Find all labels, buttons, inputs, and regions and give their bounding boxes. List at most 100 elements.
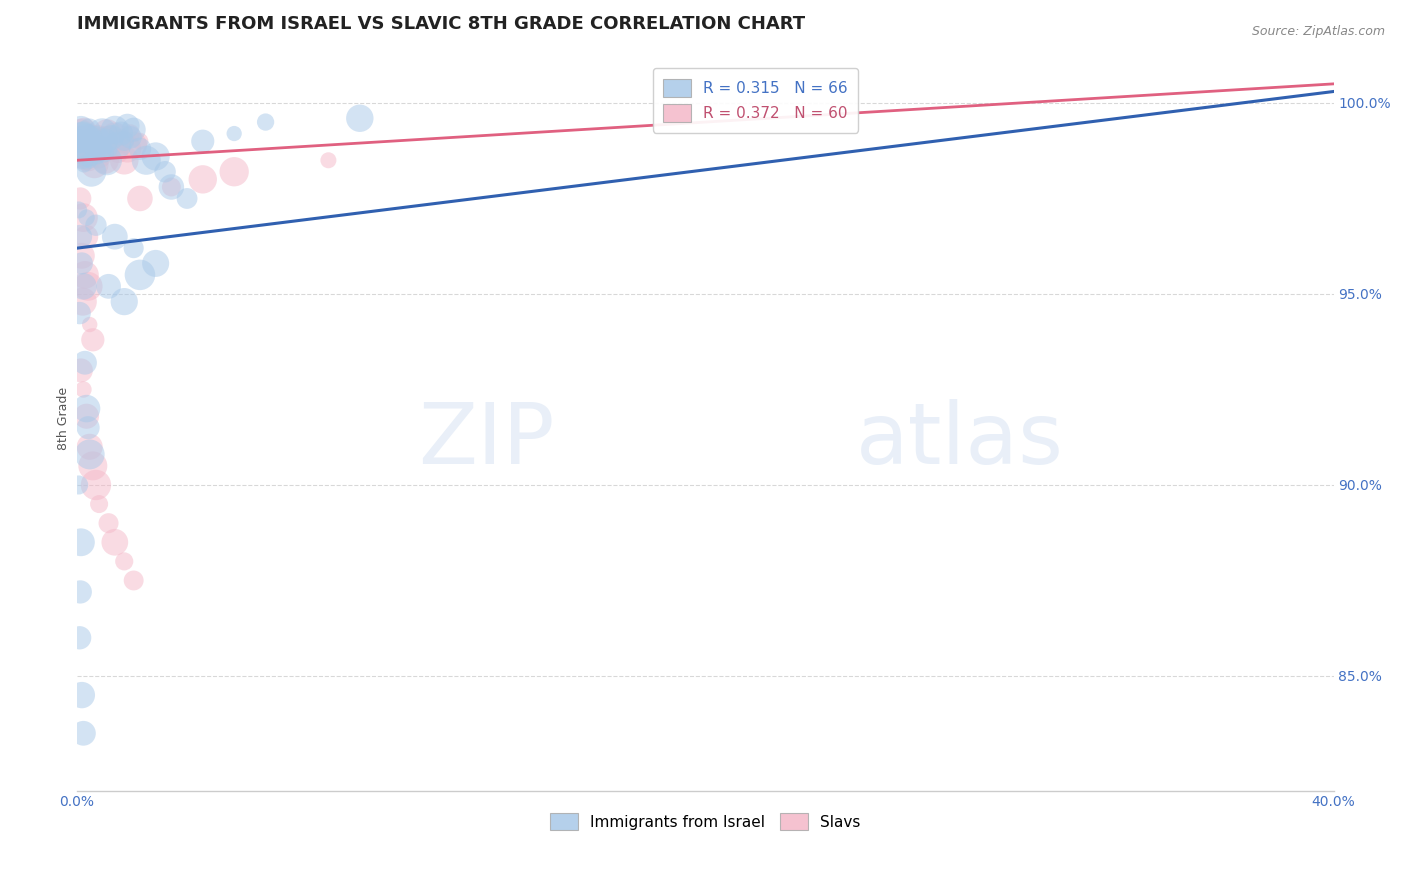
Point bbox=[86, 130, 108, 145]
Point bbox=[77, 153, 100, 168]
Point bbox=[69, 306, 91, 320]
Point bbox=[69, 192, 91, 206]
Point bbox=[69, 585, 91, 599]
Point bbox=[69, 142, 91, 156]
Point bbox=[76, 211, 98, 225]
Point bbox=[72, 149, 94, 163]
Point bbox=[100, 142, 122, 156]
Point bbox=[79, 318, 101, 332]
Point bbox=[318, 153, 340, 168]
Point bbox=[94, 134, 117, 148]
Point bbox=[72, 726, 94, 740]
Point bbox=[79, 127, 101, 141]
Point bbox=[76, 142, 98, 156]
Point bbox=[224, 127, 246, 141]
Point bbox=[67, 478, 90, 492]
Point bbox=[191, 172, 214, 186]
Point bbox=[84, 478, 107, 492]
Point bbox=[87, 149, 110, 163]
Point bbox=[70, 688, 93, 702]
Point bbox=[70, 249, 93, 263]
Point bbox=[73, 134, 96, 148]
Text: IMMIGRANTS FROM ISRAEL VS SLAVIC 8TH GRADE CORRELATION CHART: IMMIGRANTS FROM ISRAEL VS SLAVIC 8TH GRA… bbox=[77, 15, 806, 33]
Point bbox=[82, 333, 104, 347]
Point bbox=[72, 279, 94, 293]
Point bbox=[72, 130, 94, 145]
Point bbox=[349, 112, 371, 126]
Point bbox=[72, 211, 94, 225]
Point bbox=[77, 279, 100, 293]
Point bbox=[94, 153, 117, 168]
Point bbox=[72, 127, 94, 141]
Point bbox=[129, 268, 152, 282]
Point bbox=[120, 127, 142, 141]
Point bbox=[76, 409, 98, 424]
Point bbox=[112, 134, 135, 148]
Point bbox=[129, 134, 152, 148]
Point bbox=[77, 130, 100, 145]
Point bbox=[135, 153, 157, 168]
Point bbox=[79, 447, 101, 461]
Point bbox=[122, 122, 145, 136]
Point bbox=[104, 122, 127, 136]
Point bbox=[129, 192, 152, 206]
Point bbox=[79, 138, 101, 153]
Point bbox=[82, 130, 104, 145]
Point bbox=[129, 142, 152, 156]
Point bbox=[93, 134, 115, 148]
Point bbox=[87, 142, 110, 156]
Point bbox=[97, 142, 120, 156]
Text: ZIP: ZIP bbox=[418, 399, 554, 482]
Point bbox=[73, 268, 96, 282]
Point bbox=[160, 180, 183, 194]
Point bbox=[69, 631, 91, 645]
Point bbox=[82, 458, 104, 473]
Point bbox=[122, 574, 145, 588]
Point bbox=[69, 134, 91, 148]
Point bbox=[73, 157, 96, 171]
Point bbox=[91, 127, 114, 141]
Point bbox=[76, 401, 98, 416]
Point bbox=[112, 294, 135, 309]
Point bbox=[84, 142, 107, 156]
Point bbox=[160, 180, 183, 194]
Point bbox=[69, 229, 91, 244]
Text: Source: ZipAtlas.com: Source: ZipAtlas.com bbox=[1251, 25, 1385, 38]
Point bbox=[122, 138, 145, 153]
Point bbox=[79, 440, 101, 454]
Point bbox=[104, 229, 127, 244]
Point bbox=[112, 153, 135, 168]
Point bbox=[72, 383, 94, 397]
Point bbox=[77, 145, 100, 160]
Point bbox=[96, 153, 118, 168]
Point bbox=[153, 165, 176, 179]
Point bbox=[104, 535, 127, 549]
Point bbox=[83, 138, 105, 153]
Point bbox=[84, 134, 107, 148]
Point bbox=[77, 122, 100, 136]
Point bbox=[93, 145, 115, 160]
Point bbox=[67, 134, 90, 148]
Point bbox=[73, 149, 96, 163]
Point bbox=[83, 157, 105, 171]
Point bbox=[145, 256, 167, 270]
Legend: Immigrants from Israel, Slavs: Immigrants from Israel, Slavs bbox=[544, 806, 866, 837]
Point bbox=[254, 115, 277, 129]
Point bbox=[117, 119, 139, 133]
Y-axis label: 8th Grade: 8th Grade bbox=[58, 386, 70, 450]
Point bbox=[122, 241, 145, 255]
Point bbox=[86, 149, 108, 163]
Point bbox=[107, 145, 129, 160]
Point bbox=[69, 142, 91, 156]
Point bbox=[82, 134, 104, 148]
Point bbox=[72, 138, 94, 153]
Point bbox=[70, 130, 93, 145]
Point bbox=[75, 142, 97, 156]
Point bbox=[70, 363, 93, 377]
Point bbox=[104, 130, 127, 145]
Point bbox=[77, 420, 100, 434]
Point bbox=[70, 134, 93, 148]
Point bbox=[91, 138, 114, 153]
Point bbox=[112, 554, 135, 568]
Point bbox=[97, 134, 120, 148]
